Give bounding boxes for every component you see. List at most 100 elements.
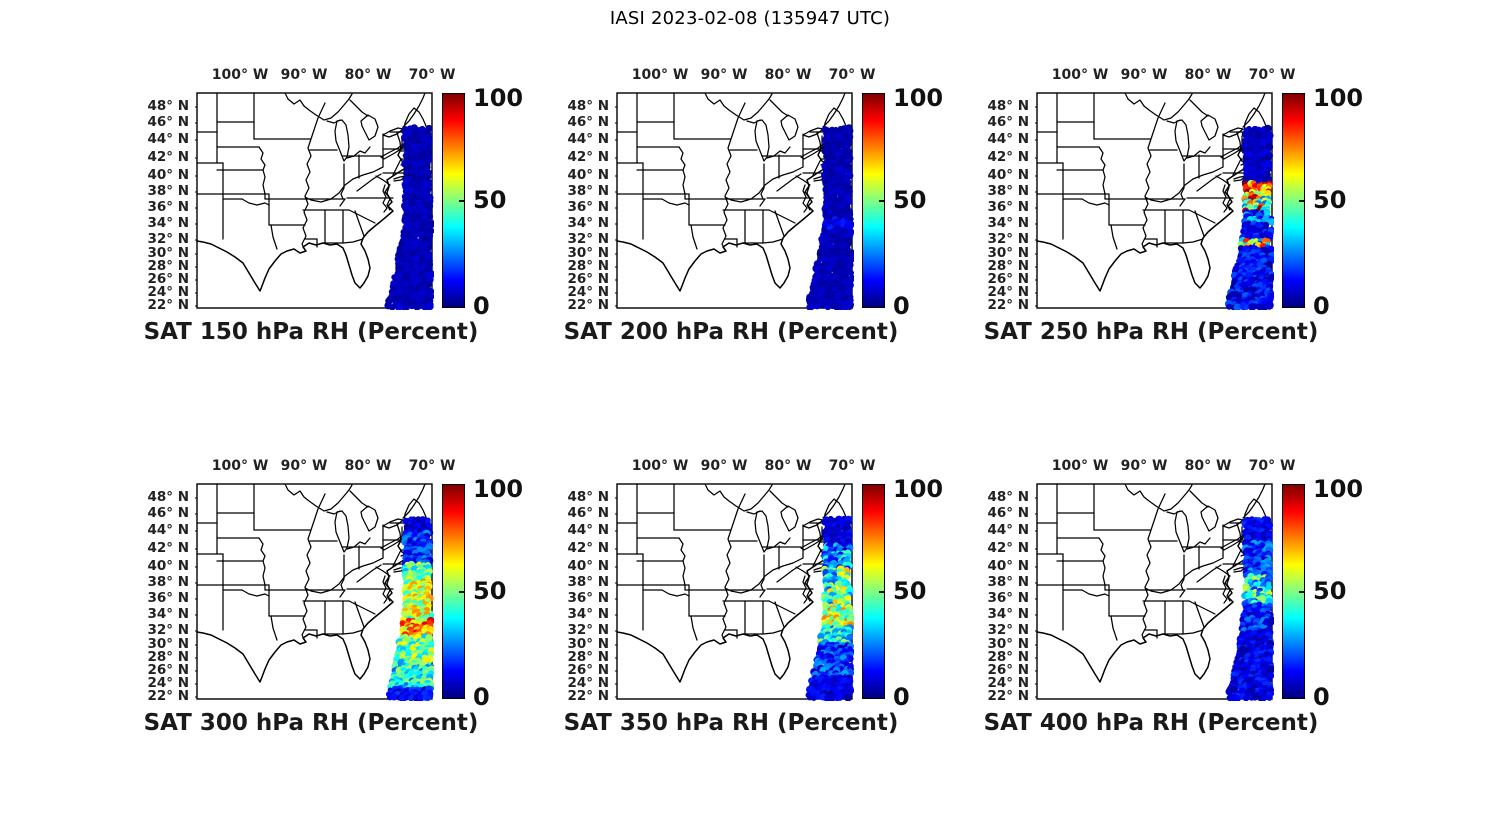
- lat-tick-label: 48° N: [987, 98, 1029, 114]
- colorbar-tick-label: 100: [1313, 475, 1364, 503]
- lat-tick-label: 30° N: [147, 636, 189, 652]
- axes-frame: [1036, 483, 1273, 700]
- lat-tick-label: 38° N: [567, 183, 609, 199]
- lat-tick-label: 46° N: [147, 505, 189, 521]
- lat-tick-label: 42° N: [987, 149, 1029, 165]
- lon-tick-label: 90° W: [700, 458, 748, 474]
- colorbar-tick-label: 0: [893, 683, 910, 711]
- lon-tick-label: 70° W: [828, 458, 876, 474]
- colorbar: [442, 484, 465, 699]
- map-eastern-us: [615, 92, 854, 310]
- colorbar: [1282, 93, 1305, 308]
- rh-swath-dots: [805, 515, 854, 701]
- lat-tick-label: 24° N: [987, 675, 1029, 691]
- axes-frame: [196, 483, 433, 700]
- colorbar-tick-label: 0: [1313, 292, 1330, 320]
- lat-tick-label: 48° N: [147, 489, 189, 505]
- colorbar-tick-label: 50: [1313, 186, 1347, 214]
- lat-tick-label: 38° N: [147, 183, 189, 199]
- panel-title: SAT 150 hPa RH (Percent): [143, 319, 479, 345]
- lon-tick-label: 80° W: [1184, 458, 1232, 474]
- rh-swath-dots: [805, 124, 854, 310]
- lat-tick-label: 34° N: [147, 606, 189, 622]
- colorbar-tick-label: 100: [473, 475, 524, 503]
- lat-tick-label: 44° N: [987, 522, 1029, 538]
- lat-tick-label: 22° N: [147, 688, 189, 704]
- lat-tick-label: 28° N: [567, 649, 609, 665]
- colorbar-tick-label: 50: [1313, 577, 1347, 605]
- lon-tick-label: 100° W: [631, 458, 689, 474]
- lat-tick-label: 32° N: [147, 622, 189, 638]
- colorbar-tick-label: 0: [893, 292, 910, 320]
- rh-swath-dots: [385, 516, 434, 701]
- lon-tick-label: 100° W: [211, 67, 269, 83]
- lat-tick-label: 28° N: [987, 258, 1029, 274]
- lat-tick-label: 32° N: [147, 231, 189, 247]
- lat-tick-label: 22° N: [987, 297, 1029, 313]
- lat-tick-label: 24° N: [567, 284, 609, 300]
- lat-tick-label: 40° N: [987, 167, 1029, 183]
- colorbar-mid-tick: [879, 590, 884, 593]
- axes-frame: [1036, 92, 1273, 309]
- lat-tick-label: 24° N: [147, 284, 189, 300]
- lat-tick-label: 26° N: [147, 271, 189, 287]
- lat-tick-label: 28° N: [147, 649, 189, 665]
- lat-tick-label: 26° N: [567, 271, 609, 287]
- lat-tick-label: 38° N: [147, 574, 189, 590]
- map-eastern-us: [615, 483, 854, 701]
- lat-tick-label: 22° N: [987, 688, 1029, 704]
- colorbar-mid-tick: [1299, 590, 1304, 593]
- lat-tick-label: 38° N: [987, 574, 1029, 590]
- map-eastern-us: [1035, 92, 1274, 310]
- colorbar-tick-label: 0: [1313, 683, 1330, 711]
- lat-tick-label: 46° N: [987, 505, 1029, 521]
- lat-tick-label: 28° N: [147, 258, 189, 274]
- lat-tick-label: 28° N: [567, 258, 609, 274]
- lat-tick-label: 36° N: [567, 199, 609, 215]
- lat-tick-label: 44° N: [567, 131, 609, 147]
- lat-tick-label: 38° N: [567, 574, 609, 590]
- colorbar: [862, 484, 885, 699]
- colorbar-tick-label: 100: [1313, 84, 1364, 112]
- lat-tick-label: 32° N: [567, 231, 609, 247]
- colorbar-tick-label: 50: [473, 577, 507, 605]
- colorbar-tick-label: 50: [473, 186, 507, 214]
- lon-tick-label: 90° W: [1120, 458, 1168, 474]
- colorbar-tick-label: 100: [893, 84, 944, 112]
- lat-tick-label: 24° N: [987, 284, 1029, 300]
- map-eastern-us: [195, 92, 434, 310]
- lon-tick-label: 90° W: [700, 67, 748, 83]
- lon-tick-label: 80° W: [344, 458, 392, 474]
- lat-tick-label: 30° N: [987, 636, 1029, 652]
- lat-tick-label: 30° N: [567, 636, 609, 652]
- colorbar: [442, 93, 465, 308]
- lat-tick-label: 34° N: [567, 606, 609, 622]
- lon-tick-label: 100° W: [1051, 458, 1109, 474]
- lat-tick-label: 26° N: [147, 662, 189, 678]
- lat-tick-label: 46° N: [147, 114, 189, 130]
- lat-tick-label: 36° N: [987, 590, 1029, 606]
- colorbar-mid-tick: [459, 590, 464, 593]
- lat-tick-label: 36° N: [987, 199, 1029, 215]
- lat-tick-label: 40° N: [567, 167, 609, 183]
- lat-tick-label: 30° N: [147, 245, 189, 261]
- colorbar-mid-tick: [879, 199, 884, 202]
- colorbar-tick-label: 100: [473, 84, 524, 112]
- lat-tick-label: 40° N: [147, 558, 189, 574]
- colorbar: [1282, 484, 1305, 699]
- lon-tick-label: 80° W: [1184, 67, 1232, 83]
- lat-tick-label: 48° N: [567, 489, 609, 505]
- lat-tick-label: 28° N: [987, 649, 1029, 665]
- lon-tick-label: 70° W: [1248, 67, 1296, 83]
- lon-tick-label: 90° W: [1120, 67, 1168, 83]
- rh-swath-dots: [1224, 124, 1274, 310]
- lat-tick-label: 42° N: [567, 149, 609, 165]
- lat-tick-label: 44° N: [567, 522, 609, 538]
- lat-tick-label: 46° N: [567, 114, 609, 130]
- lat-tick-label: 48° N: [567, 98, 609, 114]
- lon-tick-label: 90° W: [280, 458, 328, 474]
- lat-tick-label: 42° N: [147, 149, 189, 165]
- lon-tick-label: 70° W: [408, 458, 456, 474]
- lat-tick-label: 44° N: [987, 131, 1029, 147]
- map-eastern-us: [195, 483, 434, 701]
